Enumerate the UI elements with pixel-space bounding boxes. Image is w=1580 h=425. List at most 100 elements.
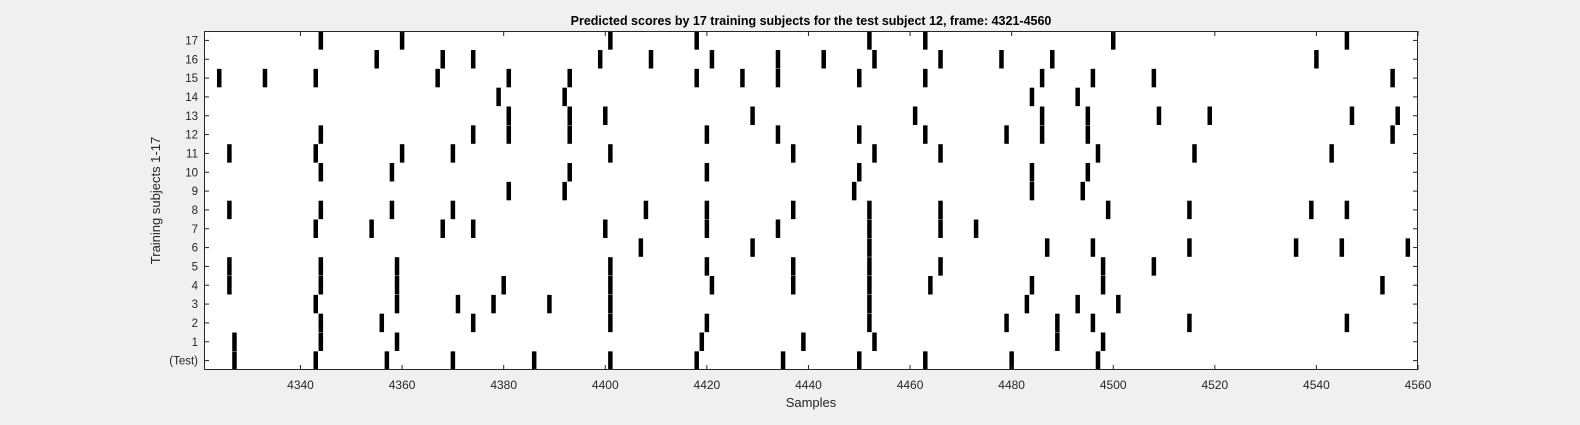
event-mark (1055, 313, 1060, 333)
event-mark (1029, 87, 1035, 107)
event-mark (1004, 313, 1009, 333)
event-mark (501, 276, 506, 295)
event-mark (775, 50, 781, 69)
y-tick-label: 4 (192, 280, 199, 292)
event-mark (938, 144, 943, 163)
y-tick-label: 7 (192, 224, 198, 236)
event-mark (608, 313, 613, 333)
event-mark (1110, 31, 1116, 50)
event-mark (1207, 106, 1212, 125)
event-mark (1105, 200, 1111, 220)
event-mark (857, 68, 862, 88)
event-mark (232, 351, 237, 370)
event-mark (1329, 144, 1334, 163)
event-mark (709, 276, 715, 295)
event-mark (1085, 125, 1091, 144)
event-mark (216, 68, 222, 88)
event-mark (872, 332, 877, 351)
event-mark (694, 351, 699, 370)
event-mark (867, 219, 872, 238)
event-mark (1100, 276, 1106, 295)
event-mark (318, 200, 324, 220)
event-mark (496, 87, 501, 107)
event-mark (857, 351, 862, 370)
event-mark (470, 219, 476, 238)
x-tick-label: 4440 (795, 378, 822, 392)
y-tick-label: 12 (185, 130, 198, 142)
event-mark (227, 276, 232, 295)
y-tick-label: 2 (192, 318, 198, 330)
event-mark (562, 181, 567, 201)
y-tick-label: 14 (185, 92, 198, 104)
event-mark (1055, 332, 1060, 351)
y-tick-label: 3 (192, 299, 198, 311)
event-mark (1029, 163, 1035, 182)
event-mark (1080, 181, 1086, 201)
event-mark (506, 125, 512, 144)
event-mark (1050, 50, 1055, 69)
y-tick-label: 15 (185, 73, 198, 85)
event-mark (790, 276, 796, 295)
event-mark (821, 50, 826, 69)
event-mark (912, 106, 918, 125)
event-mark (394, 276, 400, 295)
event-mark (938, 50, 943, 69)
event-mark (262, 68, 268, 88)
event-mark (1187, 238, 1192, 257)
event-mark (1029, 181, 1035, 201)
event-mark (704, 163, 710, 182)
event-mark (455, 294, 461, 314)
event-mark (313, 294, 318, 314)
event-mark (790, 200, 796, 220)
event-mark (399, 144, 405, 163)
event-mark (313, 351, 318, 370)
event-mark (1390, 68, 1395, 88)
plot-area (204, 31, 1418, 370)
event-mark (603, 106, 608, 125)
event-mark (1344, 31, 1350, 50)
event-mark (608, 351, 613, 370)
event-mark (704, 257, 710, 276)
event-mark (567, 163, 572, 182)
x-tick-label: 4520 (1201, 378, 1228, 392)
event-mark (1349, 106, 1355, 125)
event-mark (1039, 125, 1045, 144)
event-mark (1095, 144, 1101, 163)
event-mark (547, 294, 552, 314)
event-mark (790, 257, 796, 276)
event-mark (374, 50, 379, 69)
event-mark (1009, 351, 1014, 370)
event-mark (567, 125, 572, 144)
event-mark (597, 50, 603, 69)
event-mark (928, 276, 933, 295)
event-mark (1151, 68, 1157, 88)
event-mark (638, 238, 644, 257)
event-mark (318, 276, 324, 295)
event-mark (872, 50, 877, 69)
event-mark (699, 332, 705, 351)
event-mark (750, 106, 755, 125)
event-mark (1390, 125, 1395, 144)
event-mark (318, 257, 324, 276)
event-mark (1039, 106, 1045, 125)
event-mark (318, 332, 324, 351)
x-tick-label: 4500 (1100, 378, 1127, 392)
event-mark (470, 50, 476, 69)
event-mark (1405, 238, 1411, 257)
event-mark (389, 163, 395, 182)
x-tick-label: 4480 (998, 378, 1025, 392)
event-mark (1344, 313, 1350, 333)
event-mark (867, 294, 872, 314)
event-mark (923, 351, 928, 370)
event-mark (1395, 106, 1400, 125)
event-mark (470, 125, 476, 144)
x-tick-label: 4380 (490, 378, 517, 392)
event-mark (923, 68, 928, 88)
event-mark (318, 163, 324, 182)
event-mark (872, 144, 877, 163)
event-mark (694, 68, 699, 88)
event-mark (1156, 106, 1162, 125)
chart-title: Predicted scores by 17 training subjects… (571, 14, 1052, 28)
